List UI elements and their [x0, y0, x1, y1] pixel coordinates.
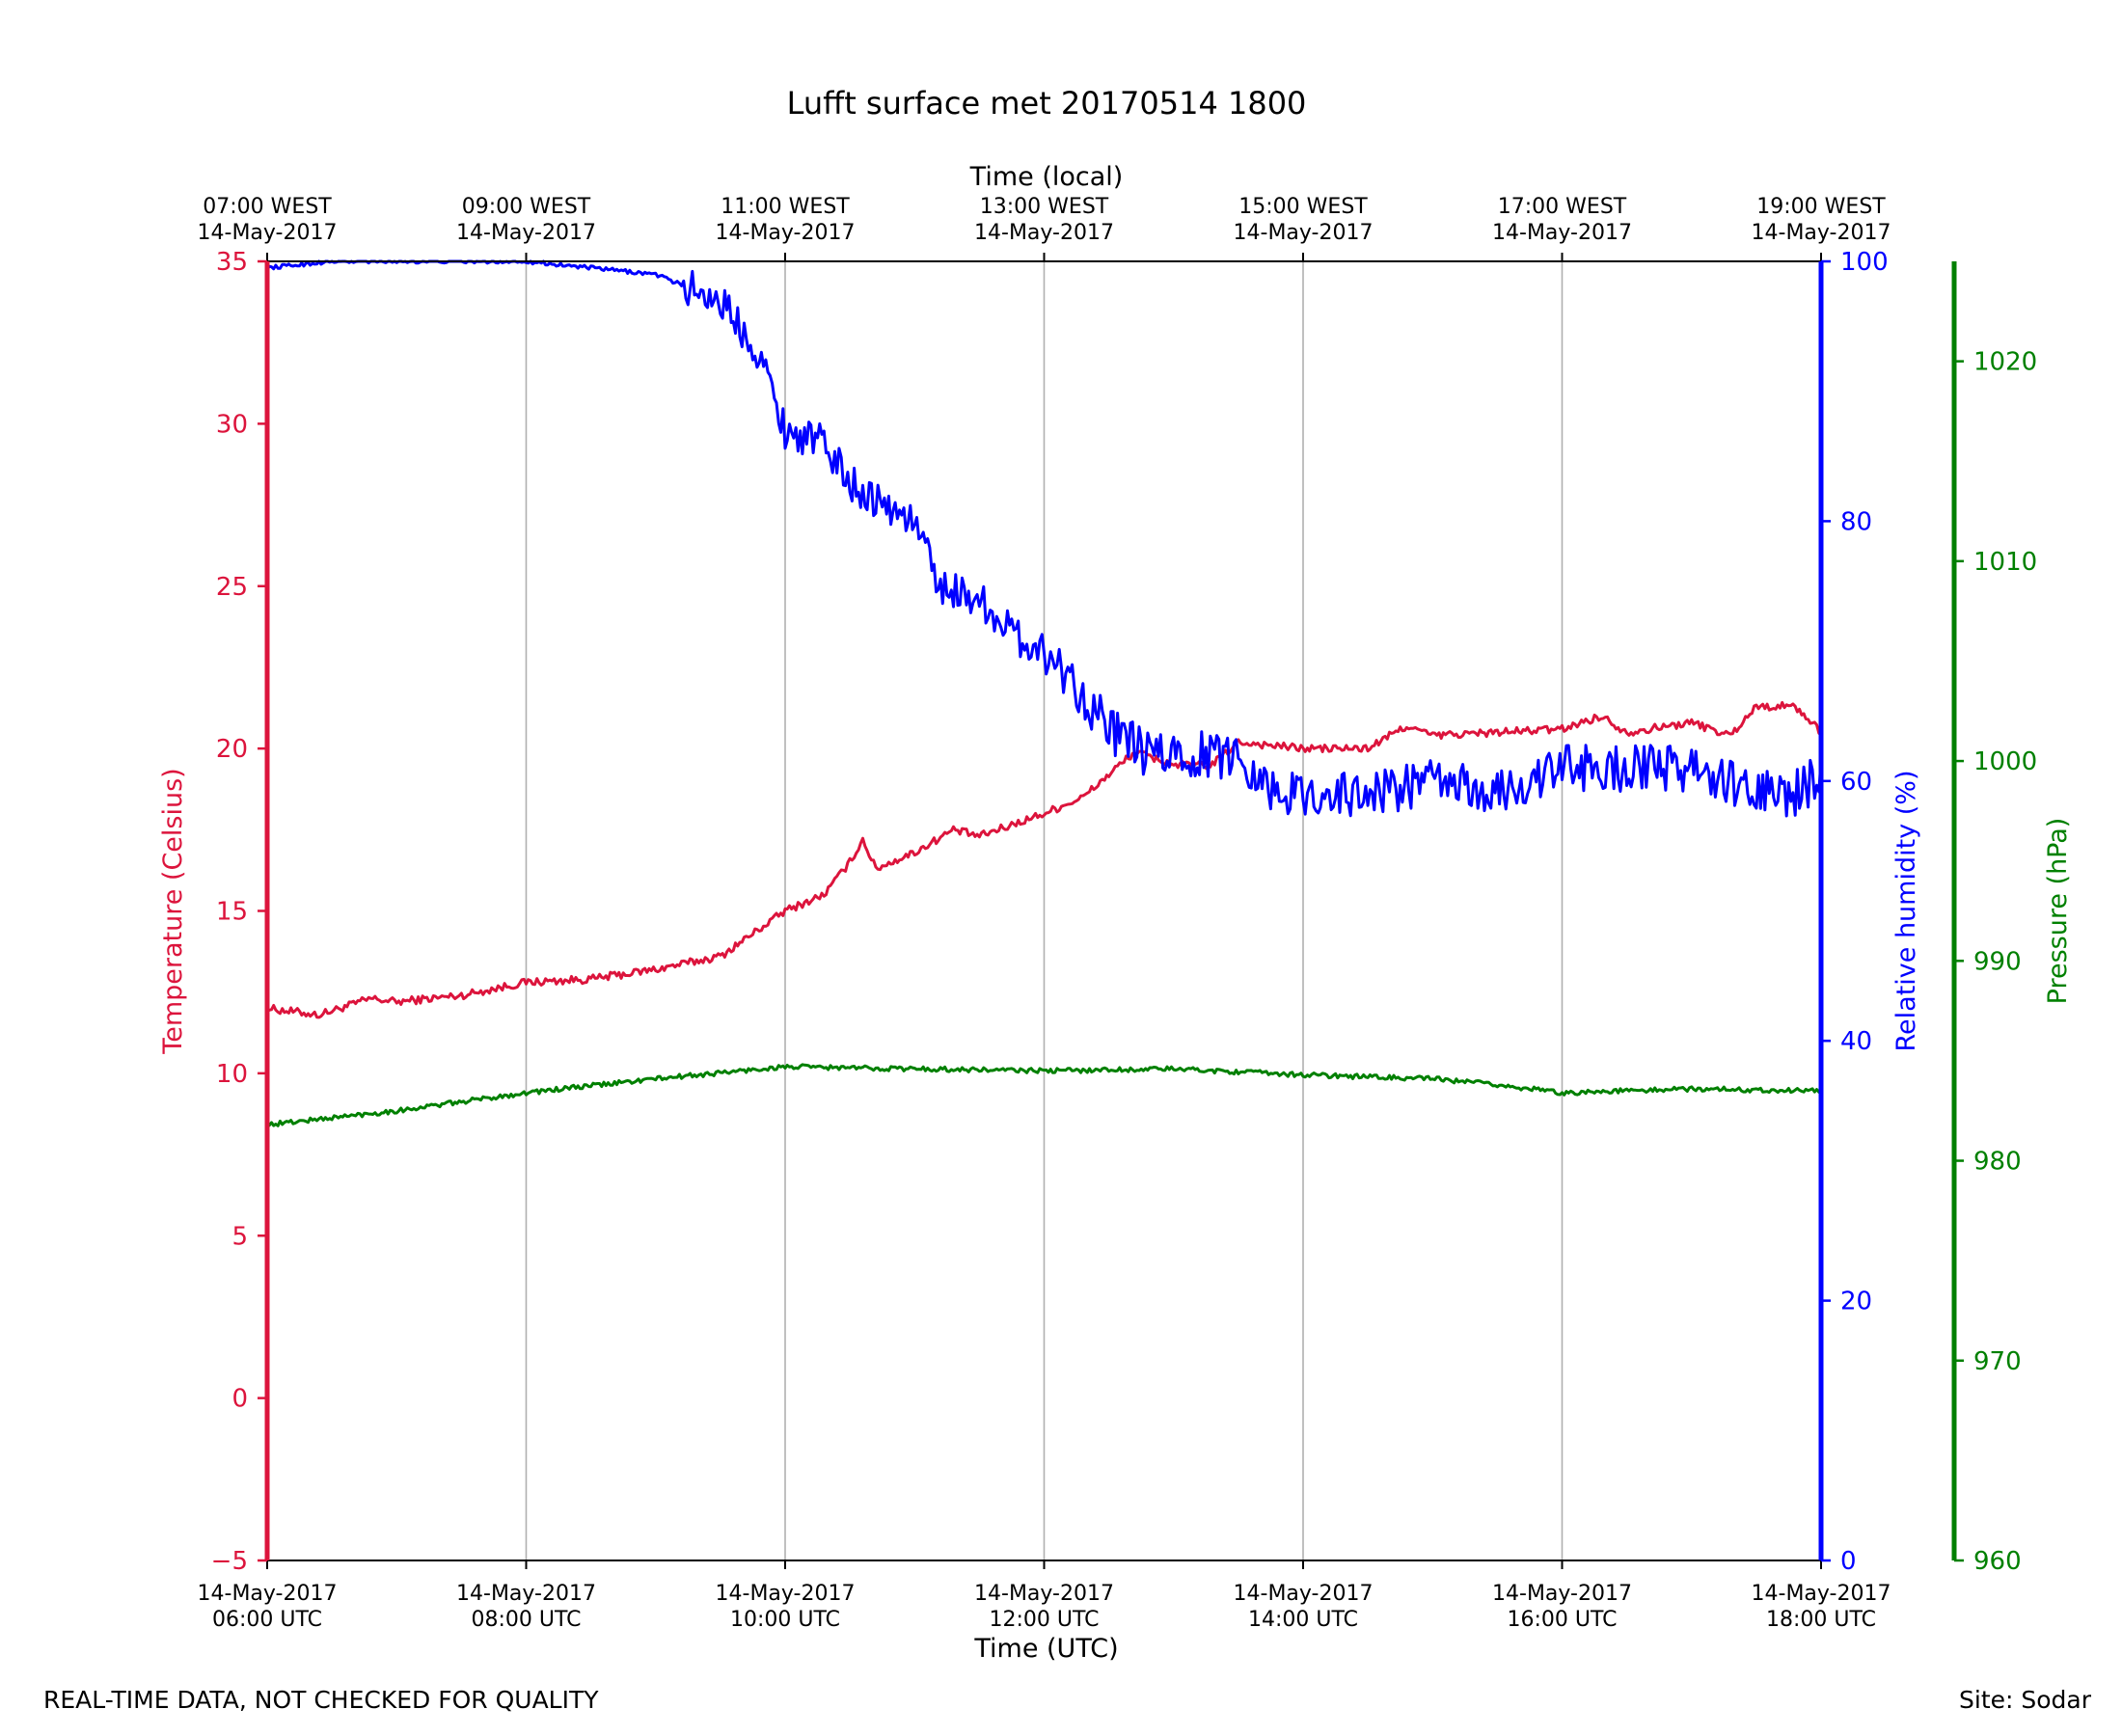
y-axis-label-pres: Pressure (hPa)	[2043, 818, 2073, 1005]
x-tick-label-time: 06:00 UTC	[212, 1608, 322, 1632]
x2-tick-label-date: 14-May-2017	[1492, 221, 1632, 245]
y-tick-label-rh: 80	[1840, 507, 1872, 536]
x2-axis-label: Time (local)	[969, 162, 1124, 192]
x-tick-label-date: 14-May-2017	[1234, 1582, 1374, 1606]
series-line-pres	[266, 1063, 1822, 1128]
y-tick-label-rh: 20	[1840, 1288, 1872, 1316]
x-tick-label-date: 14-May-2017	[974, 1582, 1114, 1606]
y-tick-label-pres: 1010	[1973, 548, 2037, 577]
x-tick-label-date: 14-May-2017	[1752, 1582, 1891, 1606]
y-axis-label-temp: Temperature (Celsius)	[158, 768, 188, 1054]
grid-layer	[525, 261, 1564, 1560]
y-tick-label-pres: 980	[1973, 1148, 2022, 1177]
y-tick-label-rh: 40	[1840, 1027, 1872, 1056]
y-tick-label-temp: −5	[211, 1547, 248, 1576]
quality-disclaimer: REAL-TIME DATA, NOT CHECKED FOR QUALITY	[43, 1686, 599, 1714]
y-tick-label-temp: 5	[231, 1222, 248, 1251]
series-line-rh	[265, 259, 1823, 818]
x2-tick-label-time: 17:00 WEST	[1498, 195, 1627, 219]
x2-tick-label-date: 14-May-2017	[716, 221, 856, 245]
y-tick-label-rh: 0	[1840, 1547, 1857, 1576]
x2-tick-label-time: 09:00 WEST	[462, 195, 591, 219]
x-tick-label-date: 14-May-2017	[1492, 1582, 1632, 1606]
x-tick-label-date: 14-May-2017	[456, 1582, 596, 1606]
x-tick-label-time: 10:00 UTC	[730, 1608, 840, 1632]
y-tick-label-pres: 1000	[1973, 747, 2037, 776]
y-tick-label-temp: 10	[216, 1060, 248, 1089]
x-tick-label-time: 18:00 UTC	[1766, 1608, 1876, 1632]
y-tick-label-pres: 990	[1973, 947, 2022, 976]
y-tick-label-rh: 100	[1840, 248, 1889, 277]
x2-tick-label-date: 14-May-2017	[198, 221, 338, 245]
x2-tick-label-time: 07:00 WEST	[203, 195, 332, 219]
x-axis-label: Time (UTC)	[973, 1634, 1118, 1664]
y-tick-label-pres: 960	[1973, 1547, 2022, 1576]
x-tick-label-time: 12:00 UTC	[989, 1608, 1099, 1632]
x2-tick-label-time: 13:00 WEST	[980, 195, 1109, 219]
y-tick-label-temp: 30	[216, 410, 248, 439]
y-axis-label-rh: Relative humidity (%)	[1891, 770, 1921, 1051]
y-tick-label-temp: 0	[231, 1385, 248, 1414]
x2-tick-label-time: 15:00 WEST	[1238, 195, 1368, 219]
x-tick-label-date: 14-May-2017	[716, 1582, 856, 1606]
y-tick-label-temp: 25	[216, 573, 248, 602]
y-tick-label-pres: 970	[1973, 1347, 2022, 1376]
x2-tick-label-date: 14-May-2017	[974, 221, 1114, 245]
y-tick-label-temp: 35	[216, 248, 248, 277]
x-tick-label-time: 08:00 UTC	[471, 1608, 581, 1632]
x2-tick-label-date: 14-May-2017	[1234, 221, 1374, 245]
x2-tick-label-time: 19:00 WEST	[1756, 195, 1886, 219]
site-label: Site: Sodar	[1959, 1686, 2091, 1714]
series-line-temp	[265, 700, 1823, 1019]
chart-title: Lufft surface met 20170514 1800	[787, 85, 1307, 122]
x-tick-label-time: 16:00 UTC	[1507, 1608, 1617, 1632]
x-tick-label-date: 14-May-2017	[198, 1582, 338, 1606]
y-tick-label-pres: 1020	[1973, 348, 2037, 377]
series-layer	[265, 259, 1823, 1128]
x2-tick-label-date: 14-May-2017	[456, 221, 596, 245]
y-tick-label-temp: 15	[216, 898, 248, 927]
y-tick-label-temp: 20	[216, 735, 248, 764]
x2-tick-label-date: 14-May-2017	[1752, 221, 1891, 245]
x-tick-label-time: 14:00 UTC	[1248, 1608, 1358, 1632]
x2-tick-label-time: 11:00 WEST	[721, 195, 850, 219]
y-tick-label-rh: 60	[1840, 768, 1872, 797]
